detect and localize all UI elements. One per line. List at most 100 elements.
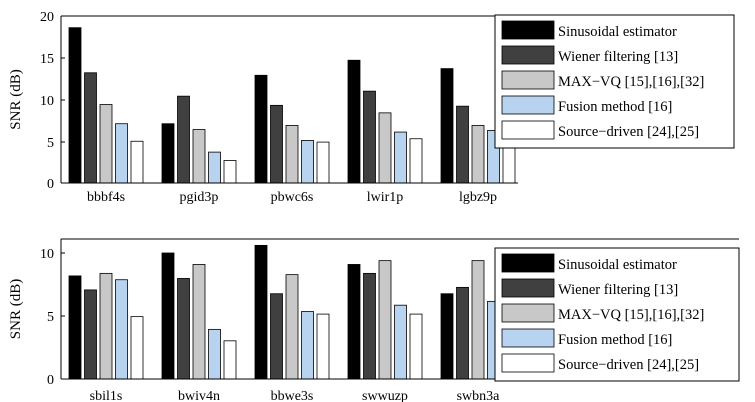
x-tick-label: pgid3p [180, 190, 219, 205]
bar-group [254, 244, 330, 380]
legend-label: Wiener filtering [13] [558, 282, 678, 298]
legend-swatch [501, 95, 555, 115]
bar [456, 286, 469, 380]
bar [378, 112, 392, 184]
bar [394, 131, 407, 184]
bar [285, 274, 299, 380]
legend-label: MAX−VQ [15],[16],[32] [558, 307, 704, 323]
legend-item: Wiener filtering [13] [501, 45, 678, 65]
legend-swatch [501, 328, 555, 348]
bar [440, 68, 454, 184]
x-tick-label: lwir1p [367, 190, 404, 205]
bar [84, 72, 97, 184]
y-tick-label: 5 [47, 310, 54, 325]
bar [115, 123, 128, 184]
legend-swatch [501, 20, 555, 40]
legend-label: Sinusoidal estimator [558, 24, 677, 40]
bar [440, 293, 454, 380]
legend-item: Sinusoidal estimator [501, 253, 677, 273]
bar [68, 275, 82, 380]
y-tick-label: 0 [47, 177, 54, 192]
bar [130, 316, 144, 380]
bar [223, 340, 237, 380]
bar [394, 304, 407, 380]
legend-label: Wiener filtering [13] [558, 49, 678, 65]
x-tick-label: bwiv4n [178, 389, 220, 402]
bar [363, 272, 376, 380]
y-tick-label: 10 [40, 247, 54, 262]
legend-swatch [501, 120, 555, 140]
legend-item: Source−driven [24],[25] [501, 353, 699, 373]
legend-label: Fusion method [16] [558, 332, 672, 348]
bar [192, 129, 206, 184]
bar [208, 151, 221, 184]
bar [161, 252, 175, 380]
bar [84, 289, 97, 380]
bar [68, 27, 82, 184]
y-axis-label: SNR (dB) [8, 69, 24, 129]
legend-label: Sinusoidal estimator [558, 257, 677, 273]
bar-group [440, 68, 516, 184]
legend-swatch [501, 45, 555, 65]
x-tick-label: swwuzp [362, 389, 408, 402]
legend-item: Fusion method [16] [501, 328, 672, 348]
bar [270, 293, 283, 380]
bar [254, 74, 268, 184]
bar [177, 278, 190, 380]
x-tick-label: bbbf4s [87, 190, 125, 205]
x-tick-label: bbwe3s [271, 389, 314, 402]
y-tick-label: 0 [47, 373, 54, 388]
x-tick-label: sbil1s [90, 389, 123, 402]
bar [409, 138, 423, 184]
bar-group [347, 59, 423, 184]
bar-group [161, 252, 237, 380]
bar [223, 160, 237, 184]
bar [471, 124, 485, 184]
legend-item: Source−driven [24],[25] [501, 120, 699, 140]
bar [301, 311, 314, 380]
bar [316, 141, 330, 184]
legend-swatch [501, 70, 555, 90]
bar-group [347, 260, 423, 380]
legend-label: Source−driven [24],[25] [558, 357, 699, 373]
y-tick-label: 20 [40, 10, 54, 25]
bar [99, 104, 113, 184]
legend-swatch [501, 253, 555, 273]
legend-label: Source−driven [24],[25] [558, 124, 699, 140]
y-tick-label: 10 [40, 94, 54, 109]
legend-item: Fusion method [16] [501, 95, 672, 115]
legend: Sinusoidal estimator Wiener filtering [13… [494, 14, 735, 149]
bar [161, 123, 175, 184]
x-tick-label: pbwc6s [271, 190, 314, 205]
bar [130, 140, 144, 184]
bar [270, 104, 283, 184]
bar [316, 313, 330, 380]
bar [471, 260, 485, 380]
y-axis-label: SNR (dB) [8, 279, 24, 339]
legend-item: Sinusoidal estimator [501, 20, 677, 40]
legend-swatch [501, 278, 555, 298]
bar-group [68, 27, 144, 184]
bar [254, 244, 268, 380]
bar-group [254, 74, 330, 184]
bar [363, 90, 376, 184]
bar [208, 328, 221, 380]
legend-swatch [501, 303, 555, 323]
bar [177, 95, 190, 184]
bar [347, 264, 361, 380]
x-tick-label: lgbz9p [459, 190, 497, 205]
legend: Sinusoidal estimator Wiener filtering [13… [494, 247, 740, 382]
chart-panel-1: bbbf4s pgid3p pbwc6s lwir1p lgbz9p 0 5 10 15 20 SN… [8, 10, 735, 205]
legend-swatch [501, 353, 555, 373]
bar [409, 313, 423, 380]
y-tick-label: 15 [40, 52, 54, 67]
bar [285, 124, 299, 184]
bar-group [161, 95, 237, 184]
bar [99, 272, 113, 380]
bar-group [68, 272, 144, 380]
bar [378, 260, 392, 380]
legend-item: MAX−VQ [15],[16],[32] [501, 70, 704, 90]
legend-item: Wiener filtering [13] [501, 278, 678, 298]
legend-item: MAX−VQ [15],[16],[32] [501, 303, 704, 323]
